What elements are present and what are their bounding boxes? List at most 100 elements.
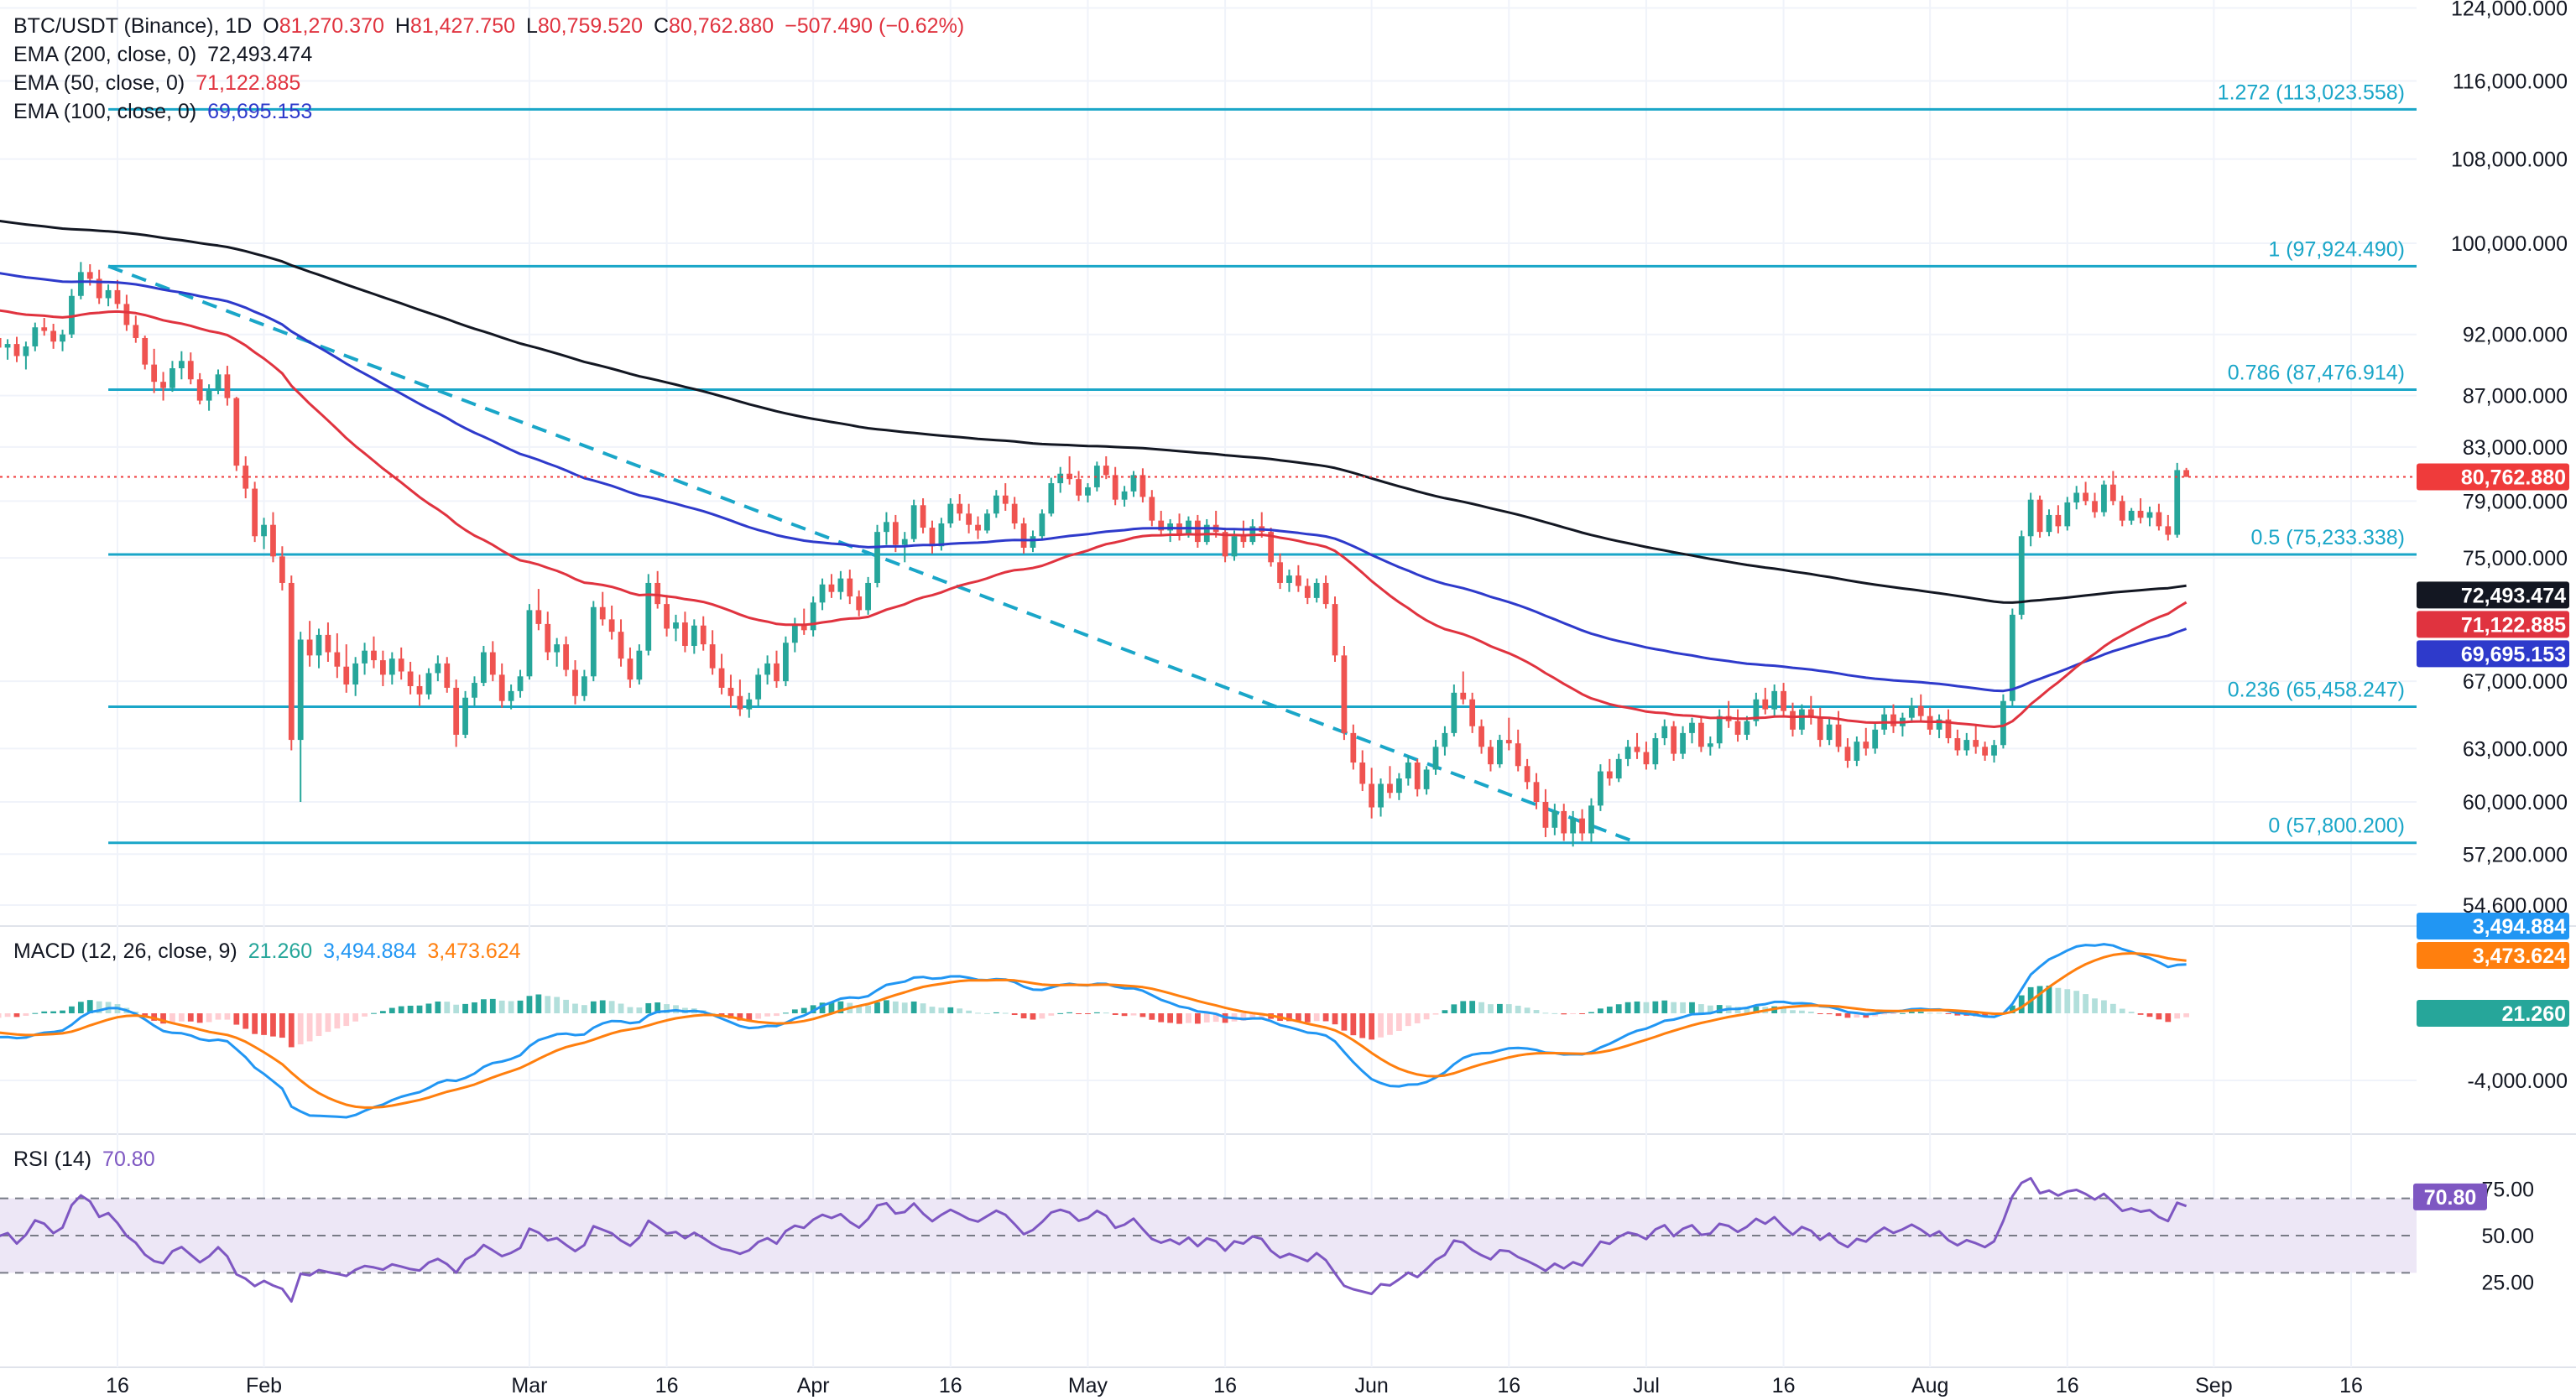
macd-histogram-bar <box>1432 1013 1439 1015</box>
macd-histogram-bar <box>526 996 533 1013</box>
ohlc-open: 81,270.370 <box>279 14 384 38</box>
candle-body <box>727 687 734 696</box>
macd-histogram-bar <box>1652 1001 1659 1013</box>
candle-body <box>261 524 267 537</box>
macd-histogram-bar <box>2128 1012 2135 1013</box>
candle-body <box>947 503 954 524</box>
candle-body <box>929 528 936 547</box>
candle-body <box>1863 742 1869 749</box>
macd-histogram-bar <box>206 1013 212 1023</box>
price-badge: 72,493.474 <box>2461 584 2566 607</box>
macd-histogram-bar <box>966 1010 972 1013</box>
macd-histogram-bar <box>563 999 569 1013</box>
candle-body <box>23 346 29 357</box>
macd-histogram-bar <box>1680 1002 1686 1013</box>
macd-histogram-bar <box>1304 1013 1311 1023</box>
candle-body <box>114 289 121 304</box>
macd-histogram-bar <box>1167 1013 1174 1023</box>
price-badge-bg <box>2417 640 2569 668</box>
candle-body <box>2000 700 2006 746</box>
candle-body <box>819 584 826 603</box>
candle-body <box>306 639 313 656</box>
macd-histogram-bar <box>215 1013 222 1020</box>
macd-histogram-bar <box>1469 1001 1476 1013</box>
candle-body <box>2036 499 2043 533</box>
macd-histogram-bar <box>41 1011 48 1013</box>
candle-body <box>1661 726 1668 739</box>
macd-histogram-bar <box>453 1004 460 1013</box>
macd-histogram-bar <box>1249 1013 1256 1019</box>
candle-body <box>1149 497 1155 521</box>
macd-histogram-bar <box>783 1012 789 1014</box>
macd-histogram-bar <box>96 1001 102 1013</box>
macd-histogram-bar <box>472 1002 477 1013</box>
macd-histogram-bar <box>1835 1013 1842 1017</box>
candle-body <box>764 663 770 675</box>
candle-body <box>810 602 816 631</box>
macd-histogram-bar <box>1624 1002 1631 1013</box>
macd-histogram-bar <box>2064 989 2071 1013</box>
candle-body <box>700 625 707 645</box>
macd-histogram-bar <box>1414 1013 1421 1023</box>
candle-body <box>196 379 203 401</box>
price-tick-label: 63,000.000 <box>2463 737 2568 761</box>
candle-body <box>462 697 468 735</box>
price-badge-bg <box>2417 463 2569 491</box>
macd-histogram-bar <box>1488 1004 1494 1013</box>
time-tick-label: May <box>1068 1374 1108 1397</box>
time-tick-label: 16 <box>1772 1374 1796 1397</box>
candle-body <box>1524 766 1530 783</box>
macd-histogram-bar <box>1561 1013 1567 1015</box>
candle-body <box>1039 513 1046 537</box>
macd-histogram-bar <box>1011 1013 1018 1016</box>
candle-body <box>233 398 240 466</box>
candle-body <box>664 604 670 629</box>
macd-histogram-bar <box>581 1005 587 1013</box>
macd-histogram-bar <box>545 996 551 1013</box>
macd-badge: 3,473.624 <box>2473 945 2566 968</box>
candle-body <box>1085 487 1091 496</box>
macd-histogram-bar <box>1149 1013 1155 1020</box>
candle-body <box>1011 503 1018 524</box>
macd-badge-bg <box>2417 942 2569 969</box>
time-tick-label: 16 <box>2339 1374 2363 1397</box>
price-tick-label: 83,000.000 <box>2463 436 2568 460</box>
fib-level-label: 1.272 (113,023.558) <box>2218 81 2405 104</box>
candle-body <box>1222 532 1228 557</box>
macd-badge: 3,494.884 <box>2473 915 2566 939</box>
macd-histogram-bar <box>590 1001 597 1013</box>
candle-body <box>673 622 679 629</box>
macd-histogram-bar <box>1881 1013 1887 1015</box>
candle-body <box>1048 483 1055 514</box>
price-tick-label: 79,000.000 <box>2463 490 2568 513</box>
candle-body <box>590 606 597 677</box>
macd-histogram-bar <box>334 1013 341 1029</box>
macd-histogram-bar <box>2092 998 2098 1013</box>
candle-body <box>1762 699 1769 710</box>
macd-histogram-bar <box>856 1005 863 1013</box>
macd-histogram-bar <box>1295 1013 1301 1022</box>
macd-histogram-bar <box>2146 1013 2153 1017</box>
macd-histogram-bar <box>1917 1012 1924 1013</box>
macd-histogram-bar <box>1130 1013 1137 1016</box>
candle-body <box>1478 726 1484 747</box>
macd-histogram-bar <box>133 1012 139 1013</box>
candle-body <box>481 652 487 684</box>
header-legend: BTC/USDT (Binance), 1D O81,270.370 H81,4… <box>13 14 965 38</box>
rsi-pane <box>0 1177 2417 1303</box>
candle-body <box>2083 492 2088 502</box>
macd-histogram-bar <box>737 1013 743 1021</box>
macd-histogram-bar <box>398 1006 404 1013</box>
macd-histogram-bar <box>1286 1013 1292 1022</box>
macd-badge-bg <box>2417 913 2569 939</box>
candle-body <box>1579 818 1585 834</box>
macd-histogram-bar <box>984 1012 990 1014</box>
macd-histogram-bar <box>1212 1013 1219 1023</box>
macd-histogram-bar <box>1945 1013 1952 1014</box>
macd-histogram-bar <box>2101 1000 2107 1013</box>
macd-histogram-bar <box>755 1013 762 1019</box>
macd-histogram-bar <box>2083 994 2088 1013</box>
macd-histogram-bar <box>1020 1013 1027 1019</box>
macd-histogram-bar <box>1936 1012 1942 1014</box>
